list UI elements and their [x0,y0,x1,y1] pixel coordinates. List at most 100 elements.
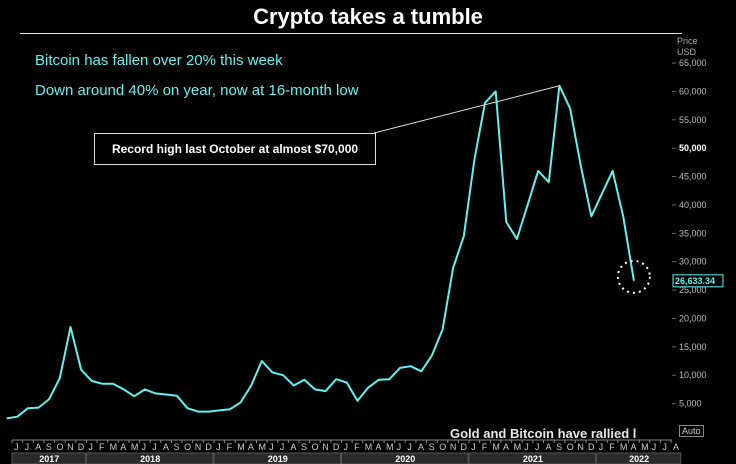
month-label: J [524,442,529,452]
month-label: S [301,442,307,452]
month-label: M [258,442,266,452]
year-label: 2020 [395,454,415,464]
month-label: D [333,442,340,452]
month-label: S [429,442,435,452]
y-axis-header-text: Price USD [677,36,698,57]
month-label: J [88,442,93,452]
current-price-marker [616,259,651,294]
y-tick-label: 60,000 [679,86,707,96]
month-label: O [57,442,64,452]
annotation-leader-line [373,85,560,134]
subtitle-1: Bitcoin has fallen over 20% this week [35,52,283,69]
month-label: N [450,442,457,452]
title-divider [20,33,682,34]
y-tick-label: 50,000 [679,143,707,153]
month-label: M [386,442,394,452]
month-label: M [492,442,500,452]
y-tick-label: 35,000 [679,228,707,238]
y-tick-label: 15,000 [679,342,707,352]
month-label: M [237,442,245,452]
truncated-caption: Gold and Bitcoin have rallied l [450,426,637,441]
month-label: A [163,442,169,452]
month-label: A [546,442,552,452]
month-label: D [205,442,212,452]
y-tick-label: 5,000 [679,399,702,409]
month-label: D [588,442,595,452]
year-label: 2022 [629,454,649,464]
month-label: O [184,442,191,452]
month-label: J [269,442,274,452]
axis-layer: 5,000 10,000 15,000 20,000 25,000 30,000 35,00… [672,58,707,409]
year-band [468,452,597,464]
month-label: A [290,442,296,452]
subtitle-2: Down around 40% on year, now at 16-month… [35,82,359,99]
month-label: M [365,442,373,452]
month-label: A [673,442,679,452]
month-label: J [662,442,667,452]
month-label: J [142,442,147,452]
month-label: J [652,442,657,452]
year-label: 2019 [268,454,288,464]
month-label: M [514,442,522,452]
last-value-box [672,274,724,288]
month-label: J [397,442,402,452]
month-label: J [407,442,412,452]
year-label: 2021 [523,454,543,464]
month-label: J [14,442,19,452]
month-label: J [25,442,30,452]
chart-title: Crypto takes a tumble [253,4,483,29]
month-label: D [460,442,467,452]
month-label: N [322,442,329,452]
y-tick-label: 30,000 [679,257,707,267]
month-label: S [46,442,52,452]
year-band [341,452,469,464]
month-label: J [280,442,285,452]
year-band [596,452,682,464]
month-label: M [110,442,118,452]
month-label: J [599,442,604,452]
month-label: N [577,442,584,452]
month-label: M [620,442,628,452]
month-label: D [78,442,85,452]
year-band [213,452,342,464]
month-label: J [216,442,221,452]
y-axis-header: Price USD [677,36,698,58]
auto-scale-button[interactable]: Auto [679,425,704,437]
month-label: A [631,442,637,452]
month-label: N [67,442,74,452]
month-label: A [375,442,381,452]
last-value-text: 26,633.34 [675,276,715,286]
month-label: O [312,442,319,452]
year-label: 2018 [140,454,160,464]
y-tick-label: 40,000 [679,200,707,210]
y-tick-label: 45,000 [679,172,707,182]
month-label: M [641,442,649,452]
month-label: O [439,442,446,452]
year-label: 2017 [39,454,59,464]
month-label: O [567,442,574,452]
month-label: N [195,442,202,452]
year-band [11,452,86,464]
month-label: S [173,442,179,452]
y-tick-label: 25,000 [679,285,707,295]
month-label: F [482,442,488,452]
year-band [85,452,214,464]
month-label: J [535,442,540,452]
month-label: J [471,442,476,452]
y-tick-label: 65,000 [679,58,707,68]
month-label: M [131,442,139,452]
month-label: A [503,442,509,452]
month-label: A [35,442,41,452]
month-label: J [344,442,349,452]
y-tick-label: 10,000 [679,370,707,380]
month-label: F [227,442,233,452]
month-label: A [248,442,254,452]
y-tick-label: 55,000 [679,115,707,125]
month-label: J [152,442,157,452]
record-high-annotation: Record high last October at almost $70,0… [94,133,376,165]
y-tick-label: 20,000 [679,313,707,323]
month-label: F [609,442,615,452]
bitcoin-price-line [6,84,635,420]
